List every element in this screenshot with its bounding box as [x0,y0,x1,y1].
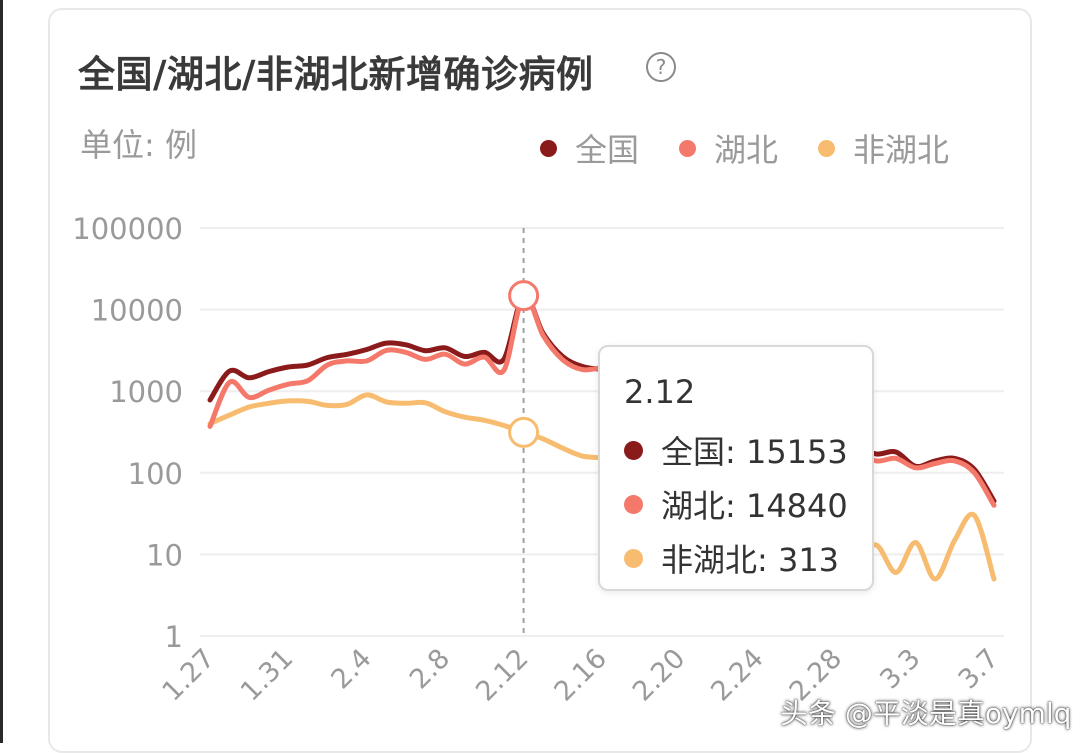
x-tick-label: 2.12 [470,643,534,707]
y-tick-label: 1 [165,620,183,654]
highlight-point [508,416,540,448]
watermark-text: 头条 @平淡是真oymlq [780,697,1072,730]
legend-item-national[interactable]: 全国 [540,125,639,171]
legend-item-hubei[interactable]: 湖北 [679,125,778,171]
tooltip-value: 非湖北: 313 [661,541,840,579]
legend-label: 全国 [575,131,640,169]
x-tick-label: 3.7 [953,643,1005,695]
x-tick-label: 2.16 [549,643,613,707]
window-left-edge [0,0,3,743]
help-circle-icon[interactable]: ? [646,52,676,82]
highlight-point [508,280,540,312]
tooltip-dot-icon [624,440,643,460]
y-tick-label: 10000 [91,294,183,328]
y-tick-label: 10 [146,538,183,572]
legend-dot-icon [679,139,697,157]
unit-label: 单位: 例 [80,126,197,164]
legend-dot-icon [818,139,836,157]
chart-title: 全国/湖北/非湖北新增确诊病例 [78,53,594,96]
tooltip-dot-icon [624,494,643,514]
legend-dot-icon [540,139,557,157]
y-tick-label: 1000 [109,375,183,409]
x-tick-label: 2.8 [404,643,456,695]
x-tick-label: 3.3 [874,643,926,695]
tooltip-date: 2.12 [624,373,696,411]
x-tick-label: 1.31 [235,643,299,707]
y-tick-label: 100000 [72,212,183,246]
x-tick-label: 2.20 [627,643,691,707]
tooltip-value: 湖北: 14840 [661,487,848,525]
chart-tooltip: 2.12 全国: 15153 湖北: 14840 非湖北: 313 [598,345,874,591]
y-tick-label: 100 [128,457,183,491]
legend-label: 非湖北 [853,131,950,169]
tooltip-row-national: 全国: 15153 [624,427,848,473]
tooltip-row-non-hubei: 非湖北: 313 [624,535,839,581]
chart-legend: 全国 湖北 非湖北 [540,126,949,170]
x-tick-label: 2.4 [325,643,377,695]
tooltip-row-hubei: 湖北: 14840 [624,481,848,527]
legend-label: 湖北 [714,131,779,169]
tooltip-value: 全国: 15153 [661,433,848,471]
legend-item-non-hubei[interactable]: 非湖北 [818,125,949,171]
tooltip-dot-icon [624,548,643,568]
x-tick-label: 2.24 [705,643,769,707]
